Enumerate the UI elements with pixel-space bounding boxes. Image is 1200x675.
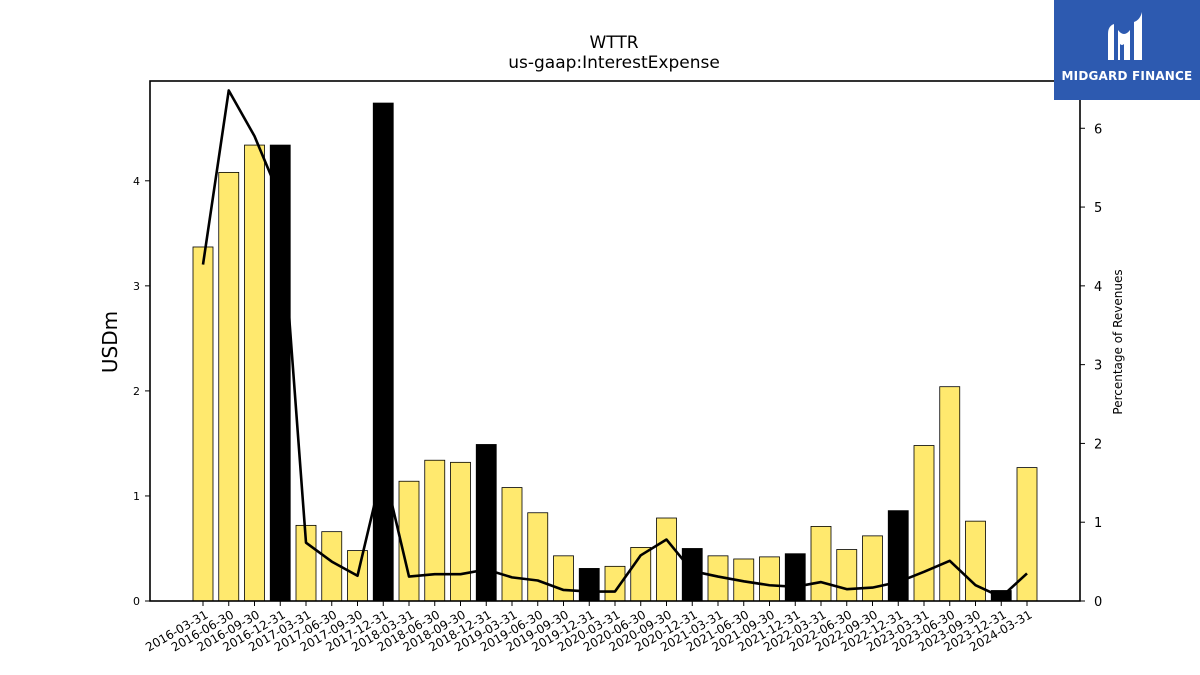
y2-axis-label: Percentage of Revenues [1111,269,1125,414]
y2-tick-label-0: 0 [1094,595,1102,610]
y-tick-label-1: 1 [133,490,140,503]
bar-2018-06-30 [424,459,446,602]
line-layer [201,89,1028,599]
bar-2022-09-30 [862,535,883,602]
y2-tick-label-4: 4 [1094,280,1102,295]
y-axis-label: USDm [98,311,122,373]
bar-2019-12-31 [578,568,600,602]
bar-2016-03-31 [192,246,214,602]
bar-2018-12-31 [475,444,497,602]
bar-2018-03-31 [398,480,420,602]
bar-2023-03-31 [913,445,935,602]
y2-tick-label-3: 3 [1094,359,1102,374]
bars-layer [192,102,1038,602]
bar-2019-03-31 [501,487,523,602]
brand-logo-text: MIDGARD FINANCE [1061,69,1193,83]
bar-2016-09-30 [244,144,265,602]
bar-2016-06-30 [218,171,240,602]
y2-tick-label-6: 6 [1094,122,1102,137]
midgard-finance-logo-icon [1108,12,1142,60]
bar-2022-03-31 [810,526,832,602]
axes-layer: 0123401234562016-03-312016-06-302016-09-… [133,80,1102,654]
y2-tick-label-5: 5 [1094,201,1102,216]
bar-2022-12-31 [887,510,909,602]
y2-tick-label-2: 2 [1094,437,1102,452]
bar-2021-09-30 [759,556,780,602]
y2-tick-label-1: 1 [1094,516,1102,531]
y-tick-label-3: 3 [133,280,140,293]
bar-2019-06-30 [527,512,549,602]
chart-subtitle: us-gaap:InterestExpense [508,53,720,73]
chart-title: WTTR [589,33,638,53]
bar-2018-09-30 [450,461,471,602]
y-tick-label-0: 0 [133,595,140,608]
bar-2020-12-31 [681,548,703,602]
bar-2020-09-30 [656,517,677,602]
bar-2021-12-31 [784,553,806,602]
y-tick-label-2: 2 [133,385,140,398]
bar-2019-09-30 [553,555,574,602]
percentage-of-revenues-line [201,89,1028,599]
brand-logo: MIDGARD FINANCE [1054,0,1200,100]
bar-2022-06-30 [836,549,858,602]
bar-2017-12-31 [372,102,394,602]
y-tick-label-4: 4 [133,175,140,188]
